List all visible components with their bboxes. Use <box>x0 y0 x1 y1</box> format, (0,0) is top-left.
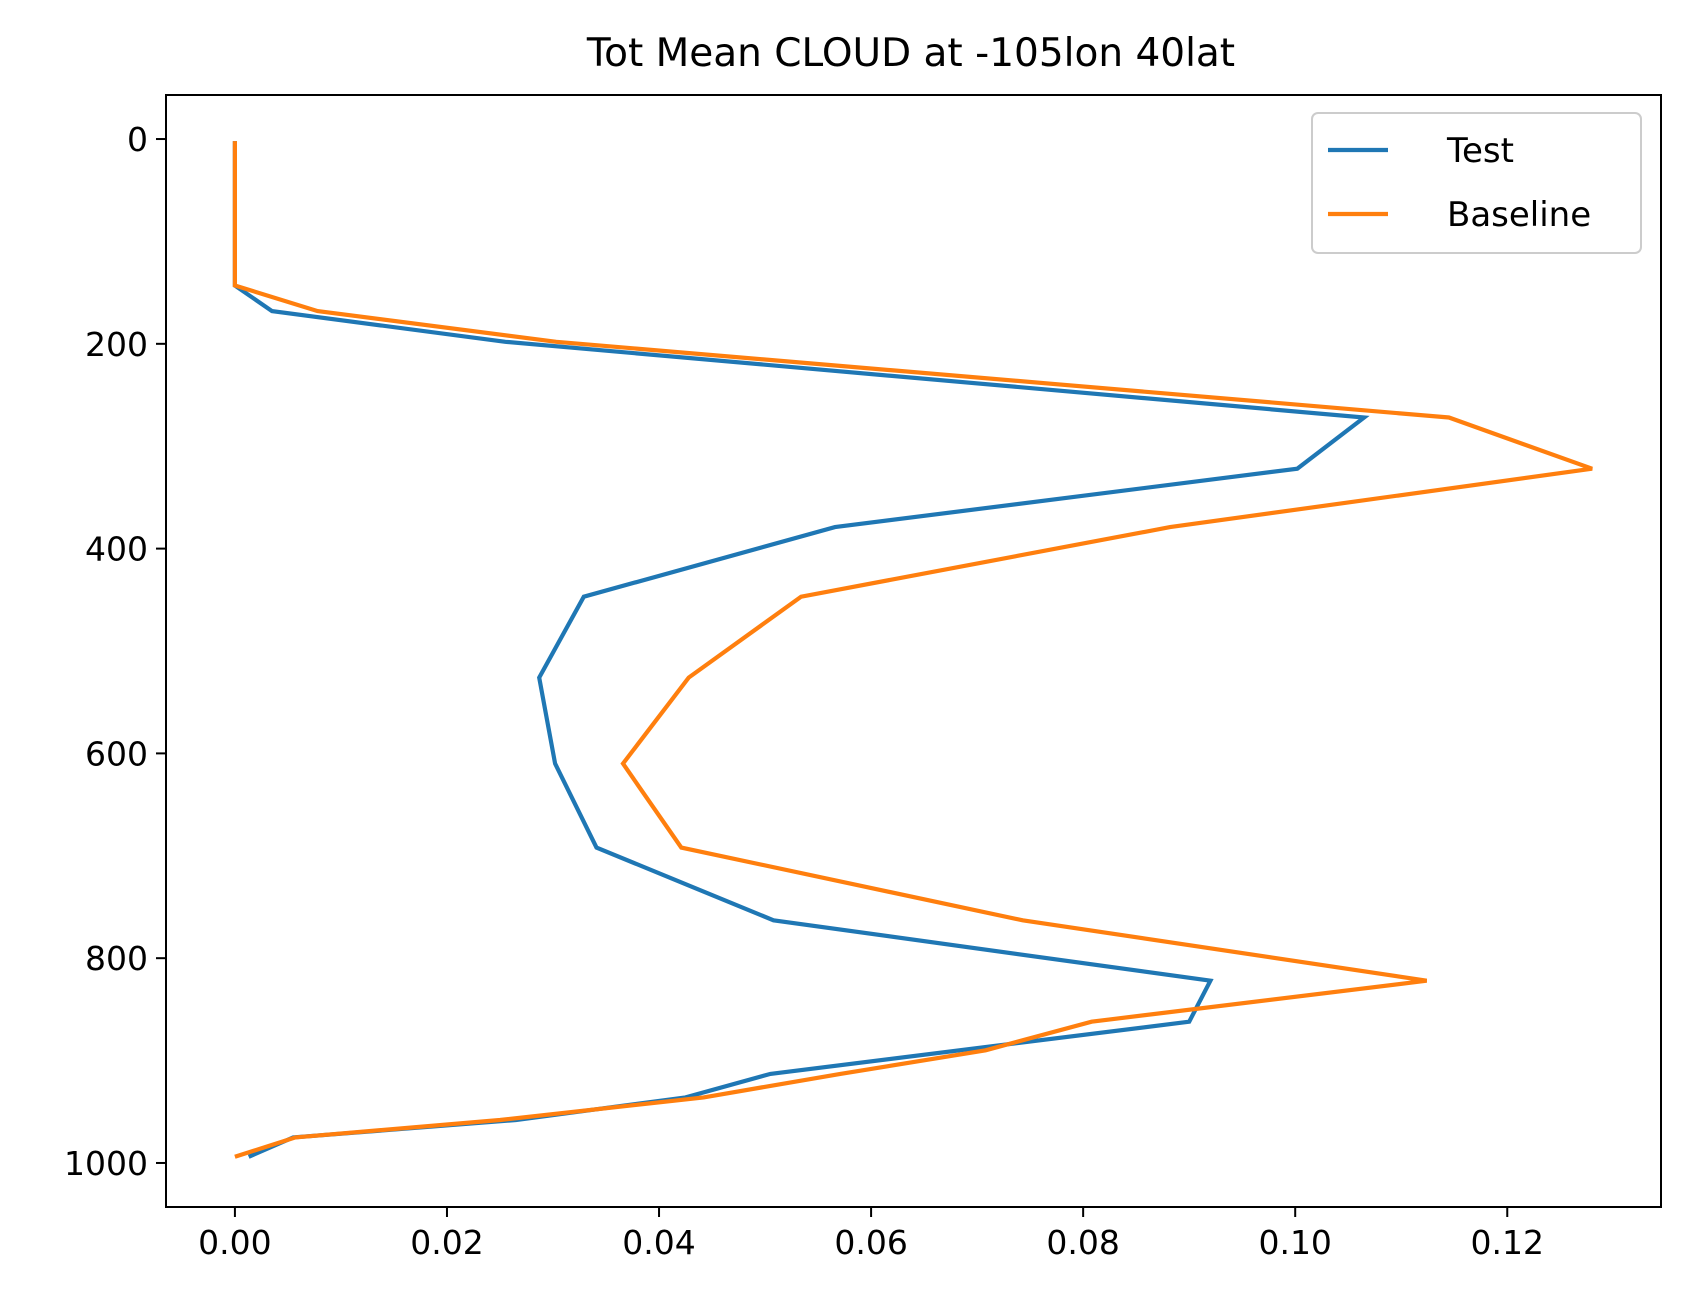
legend-box <box>1311 112 1642 254</box>
x-tick-label: 0.10 <box>1258 1223 1331 1262</box>
axes-frame <box>165 94 1662 1208</box>
x-tick-label: 0.12 <box>1471 1223 1544 1262</box>
chart-title: Tot Mean CLOUD at -105lon 40lat <box>586 31 1235 76</box>
series-line-baseline <box>232 141 1593 1159</box>
legend-label-baseline: Baseline <box>1447 195 1591 235</box>
y-tick-label: 800 <box>85 939 148 978</box>
y-tick-label: 400 <box>85 530 148 569</box>
axes: 0.00 0.02 0.04 0.06 0.08 0.10 0.12 0 200 400 600 80… <box>64 94 1662 1262</box>
x-tick-label: 0.04 <box>622 1223 695 1262</box>
y-tick-label: 600 <box>85 734 148 773</box>
y-tick-label: 0 <box>127 120 148 159</box>
series-line-test <box>232 141 1370 1159</box>
x-tick-label: 0.08 <box>1046 1223 1119 1262</box>
x-tick-label: 0.06 <box>834 1223 907 1262</box>
y-tick-label: 1000 <box>64 1144 148 1183</box>
x-tick-label: 0.00 <box>198 1223 271 1262</box>
x-tick-label: 0.02 <box>410 1223 483 1262</box>
y-tick-label: 200 <box>85 325 148 364</box>
plot-area <box>232 141 1593 1159</box>
legend: Test Baseline <box>1311 112 1642 254</box>
legend-label-test: Test <box>1446 131 1514 171</box>
